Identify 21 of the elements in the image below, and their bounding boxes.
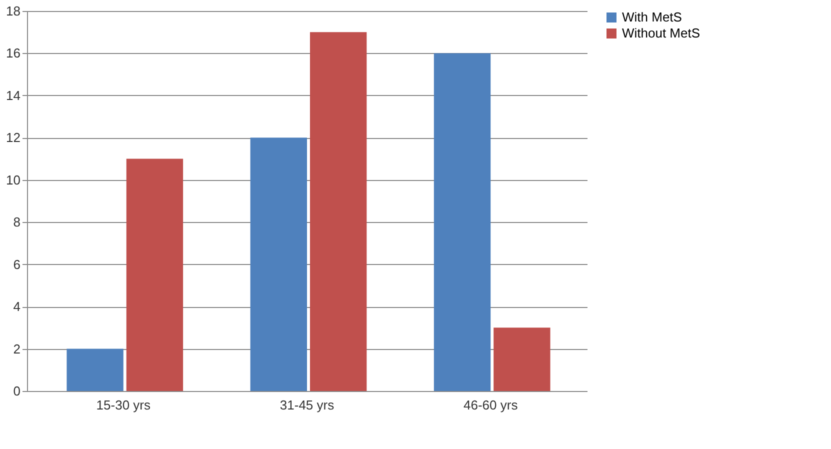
bar (494, 328, 550, 391)
y-tick-label: 14 (6, 88, 20, 103)
y-tick-label: 12 (6, 130, 20, 146)
bar (66, 348, 124, 391)
x-tick-label: 15-30 yrs (96, 398, 151, 412)
y-tick-label: 0 (13, 384, 20, 398)
y-tick-label: 10 (6, 172, 20, 188)
bar (126, 158, 184, 391)
legend-label: Without MetS (622, 26, 700, 40)
y-tick-label: 2 (13, 341, 20, 356)
bar (434, 53, 491, 391)
y-tick-label: 8 (13, 214, 20, 230)
y-tick-label: 16 (6, 46, 20, 61)
x-tick-label: 31-45 yrs (280, 398, 335, 412)
bar (250, 138, 307, 391)
y-tick-label: 18 (6, 4, 20, 18)
legend-label: With MetS (622, 10, 682, 24)
bar (310, 32, 367, 391)
x-tick-label: 46-60 yrs (464, 398, 518, 412)
y-tick-label: 6 (13, 256, 20, 272)
y-tick-label: 4 (13, 299, 20, 314)
